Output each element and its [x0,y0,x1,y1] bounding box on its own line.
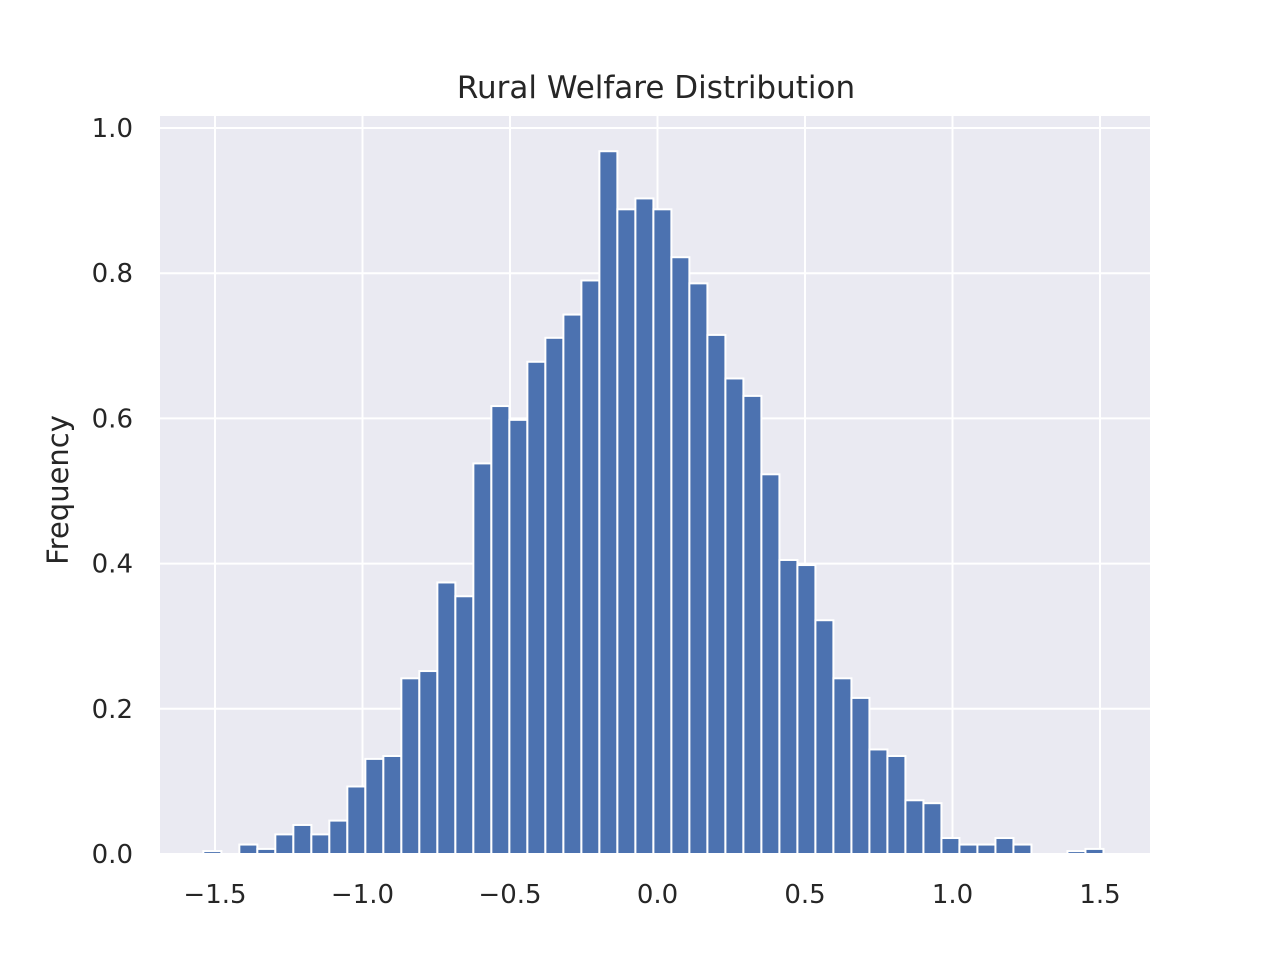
histogram-bars [202,150,1105,856]
histogram-bar [814,619,835,856]
y-tick-label: 1.0 [92,114,133,144]
histogram-bar [436,581,457,855]
histogram-bar [454,595,475,856]
x-tick-label: 0.0 [637,880,678,910]
y-tick-label: 0.2 [92,695,133,725]
histogram-bar [850,696,871,855]
histogram-bar [976,843,997,856]
x-tick-label: −0.5 [478,880,541,910]
histogram-bar [706,333,727,856]
histogram-bar [688,282,709,855]
histogram-bar [904,799,925,855]
y-tick-label: 0.8 [92,259,133,289]
histogram-bar [472,462,493,855]
histogram-bar [1084,847,1105,856]
histogram-bar [364,757,385,855]
histogram-bar [1012,843,1033,856]
histogram-bar [256,847,277,856]
histogram-bar [382,754,403,855]
histogram-bar [400,677,421,855]
histogram-bar [544,336,565,855]
histogram-bar [328,819,349,856]
histogram-bar [490,405,511,855]
histogram-bar [274,833,295,856]
histogram-bar [634,197,655,855]
histogram-bar [760,473,781,855]
x-tick-label: −1.0 [331,880,394,910]
histogram-bar [778,558,799,855]
histogram-bar [418,670,439,855]
histogram-bar [598,150,619,855]
histogram-bar [670,256,691,855]
histogram-bar [616,208,637,855]
y-tick-label: 0.6 [92,404,133,434]
histogram-bar [562,313,583,856]
y-tick-label: 0.0 [92,840,133,870]
histogram-bar [580,279,601,855]
histogram-bar [940,837,961,856]
histogram-bar [652,208,673,855]
x-axis-ticks: −1.5 −1.0 −0.5 0.0 0.5 1.0 1.5 [183,880,1120,910]
y-tick-label: 0.4 [92,550,133,580]
y-axis-title: Frequency [41,415,75,565]
histogram-bar [886,754,907,855]
histogram-bar [346,785,367,855]
x-tick-label: −1.5 [183,880,246,910]
histogram-bar [958,843,979,856]
histogram-bar [922,802,943,855]
histogram-bar [796,564,817,855]
histogram-bar [742,394,763,855]
x-tick-label: 1.0 [932,880,973,910]
chart-title: Rural Welfare Distribution [457,70,855,106]
histogram-bar [832,677,853,855]
histogram-bar [994,837,1015,856]
histogram-bar [1066,850,1087,856]
histogram-bar [292,823,313,856]
histogram-bar [508,418,529,855]
histogram-bar [238,843,259,856]
histogram-bar [202,850,223,856]
x-tick-label: 1.5 [1079,880,1120,910]
histogram-bar [724,377,745,855]
histogram-bar [310,833,331,856]
x-tick-label: 0.5 [784,880,825,910]
histogram-bar [526,360,547,855]
y-axis-ticks: 0.0 0.2 0.4 0.6 0.8 1.0 [92,114,133,870]
histogram-bar [868,748,889,855]
